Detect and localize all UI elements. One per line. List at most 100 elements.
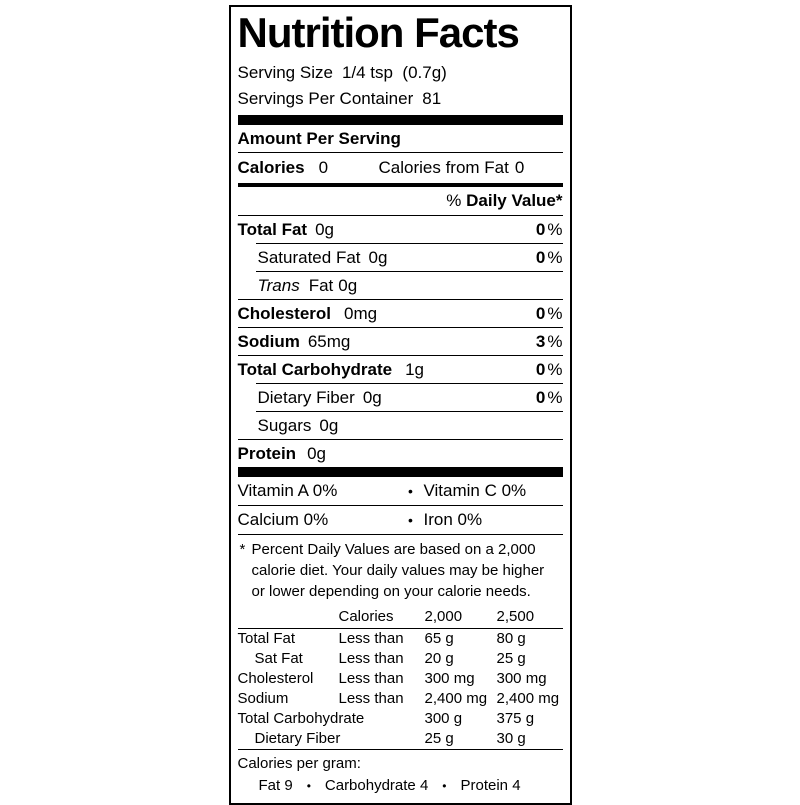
- fat-calories-per-gram: Fat 9: [258, 776, 293, 794]
- micronutrient-row-vitamins: Vitamin A 0% • Vitamin C 0%: [238, 477, 563, 505]
- nutrient-row-saturated-fat: Saturated Fat 0g 0%: [238, 244, 563, 271]
- calories-from-fat-label: Calories from Fat: [378, 157, 509, 177]
- dv-row-qualifier: Less than: [338, 649, 404, 667]
- nutrient-row-protein: Protein 0g: [238, 440, 563, 467]
- divider: [237, 326, 563, 328]
- dv-row-2000: 300 mg: [424, 669, 475, 687]
- dv-row-name: Dietary Fiber: [254, 729, 341, 747]
- nutrient-name-italic: Trans: [257, 275, 300, 295]
- dv-header-calories: Calories: [338, 607, 394, 625]
- micronutrient-row-minerals: Calcium 0% • Iron 0%: [238, 506, 563, 534]
- dv-row-2000: 25 g: [424, 729, 454, 747]
- dv-row-2500: 300 mg: [496, 669, 547, 687]
- footnote-line: or lower depending on your calorie needs…: [251, 582, 531, 600]
- nutrient-amount: 0g: [338, 275, 358, 295]
- calories-from-fat-group: Calories from Fat 0: [379, 153, 525, 183]
- nutrient-amount: 0g: [368, 247, 388, 267]
- dv-row-name: Cholesterol: [237, 669, 314, 687]
- dv-row-2500: 375 g: [496, 709, 535, 727]
- dv-table-row: Cholesterol Less than 300 mg 300 mg: [238, 669, 563, 689]
- divider-indented: [255, 410, 563, 412]
- nutrient-row-sugars: Sugars 0g: [238, 412, 563, 439]
- footnote-line: calorie diet. Your daily values may be h…: [251, 561, 545, 579]
- dv-table-row: Total Carbohydrate 300 g 375 g: [238, 709, 563, 729]
- dv-row-name: Total Fat: [237, 629, 296, 647]
- nutrient-row-trans-fat: Trans Fat 0g: [238, 272, 563, 299]
- divider: [237, 504, 563, 506]
- dv-row-name: Sat Fat: [254, 649, 303, 667]
- servings-per-container-value: 81: [422, 88, 442, 108]
- divider: [237, 438, 563, 440]
- label-title: Nutrition Facts: [237, 9, 520, 56]
- dv-header-spacer: [238, 605, 339, 628]
- divider-indented: [255, 382, 563, 384]
- protein-calories-per-gram: Protein 4: [460, 776, 521, 794]
- dv-row-2000: 300 g: [424, 709, 463, 727]
- divider: [237, 748, 563, 750]
- nutrient-daily-value: 0%: [535, 303, 563, 323]
- divider: [237, 627, 563, 629]
- section-bar: [237, 114, 563, 125]
- divider-indented: [255, 270, 563, 272]
- divider-thick: [237, 182, 563, 187]
- calories-value: 0: [318, 157, 329, 177]
- nutrient-row-total-carbohydrate: Total Carbohydrate 1g 0%: [238, 356, 563, 383]
- footnote-line: Percent Daily Values are based on a 2,00…: [251, 540, 536, 558]
- nutrition-facts-label: Nutrition Facts Serving Size 1/4 tsp (0.7…: [228, 5, 572, 805]
- dv-row-qualifier: Less than: [338, 629, 404, 647]
- nutrient-amount: 0g: [362, 387, 382, 407]
- nutrient-name: Protein: [237, 443, 297, 463]
- dv-row-2500: 2,400 mg: [496, 689, 560, 707]
- serving-size-value: 1/4 tsp (0.7g): [341, 62, 447, 82]
- nutrient-row-total-fat: Total Fat 0g 0%: [238, 216, 563, 243]
- nutrient-name: Dietary Fiber: [257, 387, 355, 407]
- calories-per-gram-heading: Calories per gram:: [237, 754, 361, 772]
- nutrient-daily-value: 0%: [535, 387, 563, 407]
- calcium-value: Calcium 0%: [237, 509, 329, 529]
- nutrient-daily-value: 0%: [535, 247, 563, 267]
- nutrient-amount: 0g: [315, 219, 334, 239]
- nutrient-name: Sodium: [237, 331, 300, 351]
- dv-table-row: Sodium Less than 2,400 mg 2,400 mg: [238, 689, 563, 709]
- dv-row-name: Sodium: [237, 689, 289, 707]
- section-bar: [237, 466, 563, 477]
- footnote: * Percent Daily Values are based on a 2,…: [238, 535, 563, 605]
- daily-values-table: Calories 2,000 2,500 Total Fat Less than…: [237, 605, 563, 750]
- nutrient-name: Total Carbohydrate: [237, 359, 393, 379]
- dv-row-2500: 25 g: [496, 649, 526, 667]
- footnote-marker: *: [239, 540, 246, 558]
- nutrient-daily-value: 0%: [535, 359, 563, 379]
- calories-group: Calories 0: [238, 153, 379, 183]
- nutrient-row-dietary-fiber: Dietary Fiber 0g 0%: [238, 384, 563, 411]
- calories-row: Calories 0 Calories from Fat 0: [238, 153, 563, 183]
- dv-row-2500: 30 g: [496, 729, 526, 747]
- nutrient-row-cholesterol: Cholesterol 0mg 0%: [238, 300, 563, 327]
- nutrient-name: Sugars: [257, 415, 312, 435]
- dv-header-2000: 2,000: [424, 607, 463, 625]
- dv-row-name: Total Carbohydrate: [237, 709, 365, 727]
- dv-table-row: Total Fat Less than 65 g 80 g: [238, 629, 563, 649]
- nutrient-amount: 1g: [405, 359, 425, 379]
- dv-row-2000: 2,400 mg: [424, 689, 488, 707]
- serving-size-label: Serving Size: [237, 62, 333, 82]
- dv-row-2000: 20 g: [424, 649, 454, 667]
- servings-per-container-row: Servings Per Container 81: [238, 86, 563, 112]
- nutrient-amount: 65mg: [307, 331, 351, 351]
- divider: [237, 533, 563, 535]
- bullet-icon: •: [442, 778, 447, 793]
- iron-value: Iron 0%: [423, 509, 483, 529]
- bullet-icon: •: [408, 482, 413, 499]
- dv-row-2500: 80 g: [496, 629, 526, 647]
- divider: [237, 151, 563, 153]
- vitamin-a-value: Vitamin A 0%: [237, 480, 338, 500]
- serving-size-row: Serving Size 1/4 tsp (0.7g): [238, 60, 563, 86]
- bullet-icon: •: [408, 511, 413, 528]
- dv-table-row: Sat Fat Less than 20 g 25 g: [238, 649, 563, 669]
- carbohydrate-calories-per-gram: Carbohydrate 4: [324, 776, 429, 794]
- dv-row-qualifier: Less than: [338, 689, 404, 707]
- dv-table-row: Dietary Fiber 25 g 30 g: [238, 729, 563, 749]
- daily-value-percent-sign: %: [446, 190, 462, 210]
- nutrient-amount: 0mg: [344, 303, 378, 323]
- servings-per-container-label: Servings Per Container: [237, 88, 414, 108]
- vitamin-c-value: Vitamin C 0%: [423, 480, 527, 500]
